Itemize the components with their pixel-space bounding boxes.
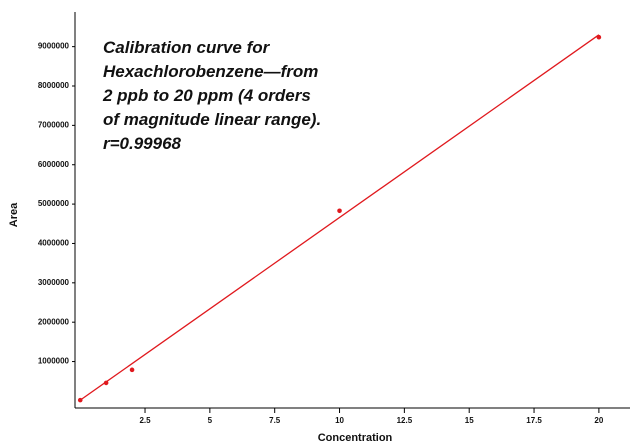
data-point [103,380,109,386]
data-point [77,397,83,403]
x-tick-label: 7.5 [269,416,281,425]
y-tick-label: 1000000 [38,357,70,366]
annotation: of magnitude linear range). [103,110,321,129]
data-point [337,208,342,214]
y-tick-label: 9000000 [38,42,70,51]
y-tick-label: 2000000 [38,317,70,326]
annotation: Calibration curve for [103,38,271,57]
annotation: r=0.99968 [103,134,182,153]
data-point [129,367,135,373]
x-tick-label: 17.5 [526,416,542,425]
y-tick-label: 7000000 [38,120,70,129]
x-tick-label: 12.5 [397,416,413,425]
x-axis-label: Concentration [318,432,393,444]
x-tick-label: 20 [594,416,603,425]
y-tick-label: 4000000 [38,239,70,248]
x-tick-label: 2.5 [139,416,151,425]
y-tick-label: 8000000 [38,81,70,90]
x-tick-label: 15 [465,416,474,425]
y-tick-label: 6000000 [38,160,70,169]
annotation: Hexachlorobenzene—from [103,62,318,81]
annotation: 2 ppb to 20 ppm (4 orders [102,86,311,105]
y-axis-label: Area [8,202,20,227]
y-tick-label: 3000000 [38,278,70,287]
data-point [596,34,602,40]
x-tick-label: 5 [208,416,213,425]
fit-line [79,34,600,401]
x-tick-label: 10 [335,416,344,425]
y-tick-label: 5000000 [38,199,70,208]
